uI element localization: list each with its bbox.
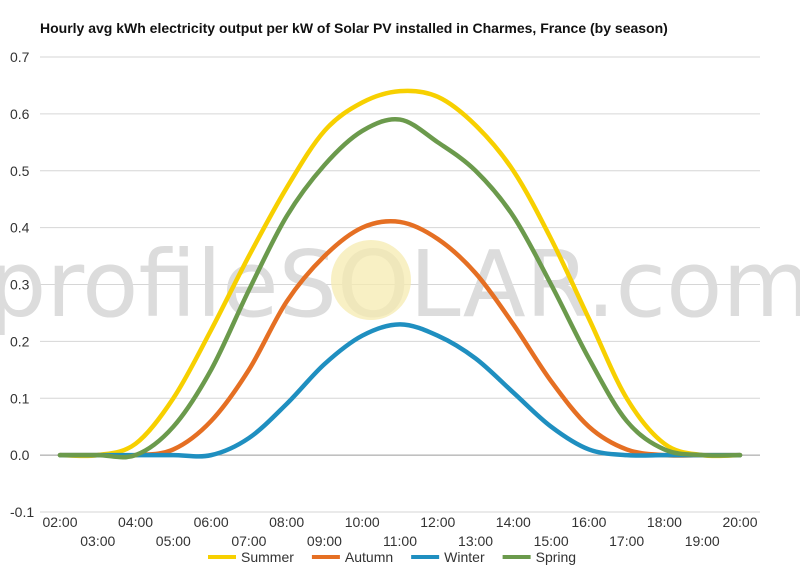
y-tick-label: 0.7 <box>10 49 30 65</box>
y-tick-label: 0.2 <box>10 333 30 349</box>
x-tick-label: 03:00 <box>80 533 115 549</box>
watermark-sun-icon <box>331 240 411 320</box>
y-tick-label: 0.4 <box>10 220 30 236</box>
x-tick-label: 07:00 <box>231 533 266 549</box>
series-lines <box>57 88 743 460</box>
legend-label-spring: Spring <box>536 549 576 565</box>
x-tick-label: 19:00 <box>685 533 720 549</box>
y-tick-label: 0.0 <box>10 447 30 463</box>
x-axis-ticks: 02:0003:0004:0005:0006:0007:0008:0009:00… <box>42 514 757 549</box>
x-tick-label: 20:00 <box>722 514 757 530</box>
x-tick-label: 13:00 <box>458 533 493 549</box>
x-tick-label: 05:00 <box>156 533 191 549</box>
y-tick-label: -0.1 <box>10 504 34 520</box>
x-tick-label: 06:00 <box>194 514 229 530</box>
legend-label-autumn: Autumn <box>345 549 393 565</box>
x-tick-label: 08:00 <box>269 514 304 530</box>
x-tick-label: 12:00 <box>420 514 455 530</box>
x-tick-label: 09:00 <box>307 533 342 549</box>
legend-label-winter: Winter <box>444 549 485 565</box>
x-tick-label: 15:00 <box>534 533 569 549</box>
y-axis-ticks: -0.1 0.0 0.1 0.2 0.3 0.4 0.5 0.6 0.7 <box>10 49 34 520</box>
x-tick-label: 10:00 <box>345 514 380 530</box>
x-tick-label: 11:00 <box>383 533 417 549</box>
watermark: profileSOLAR.com <box>0 231 800 338</box>
x-tick-label: 17:00 <box>609 533 644 549</box>
series-line-summer <box>57 88 743 459</box>
x-tick-label: 04:00 <box>118 514 153 530</box>
legend: Summer Autumn Winter Spring <box>208 549 576 565</box>
legend-label-summer: Summer <box>241 549 294 565</box>
series-line-spring <box>57 116 743 460</box>
y-tick-label: 0.5 <box>10 163 30 179</box>
series-line-winter <box>57 322 743 459</box>
x-tick-label: 02:00 <box>42 514 77 530</box>
y-tick-label: 0.6 <box>10 106 30 122</box>
series-line-autumn <box>57 218 743 458</box>
x-tick-label: 14:00 <box>496 514 531 530</box>
x-tick-label: 16:00 <box>571 514 606 530</box>
y-tick-label: 0.1 <box>10 390 30 406</box>
x-tick-label: 18:00 <box>647 514 682 530</box>
chart-title: Hourly avg kWh electricity output per kW… <box>40 20 668 36</box>
y-tick-label: 0.3 <box>10 277 30 293</box>
